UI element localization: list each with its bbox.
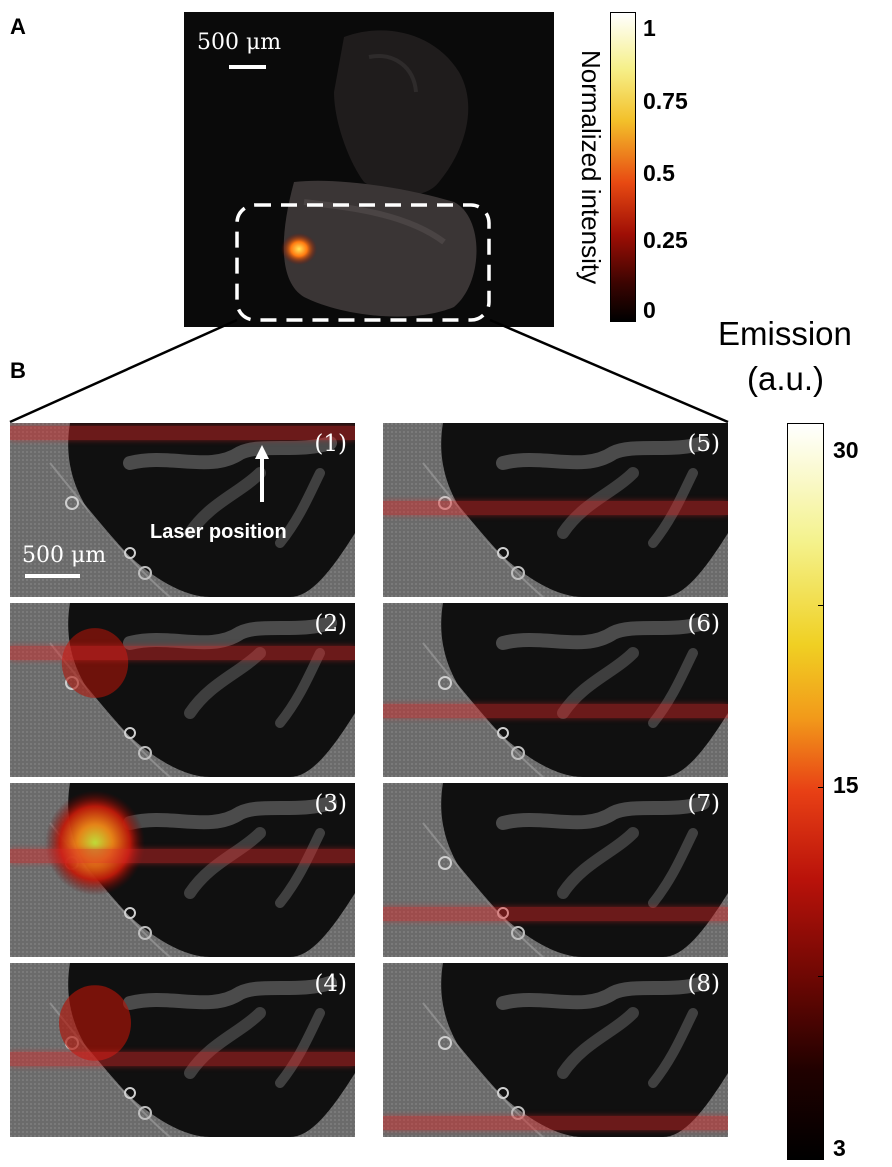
frame-8-image [383, 963, 728, 1137]
up-arrow-icon [255, 445, 269, 502]
frame-3-image [10, 783, 355, 957]
panel-b-tick-3: 3 [833, 1135, 846, 1161]
scale-bar-a [229, 65, 266, 69]
frame-4-image [10, 963, 355, 1137]
laser-line [383, 1116, 728, 1131]
emission-spot [59, 985, 131, 1061]
frame-7: (7) [383, 783, 728, 957]
laser-line [383, 703, 728, 718]
frame-label: (4) [314, 971, 347, 997]
panel-b-colorbar [787, 423, 824, 1160]
frame-7-image [383, 783, 728, 957]
frame-1-image [10, 423, 355, 597]
panel-b-colorbar-tickmarks [818, 423, 823, 1158]
tissue-lower [283, 180, 477, 317]
emission-spot [61, 628, 129, 698]
panel-a-letter: A [10, 14, 26, 39]
frame-2: (2) [10, 603, 355, 777]
scale-bar-b [25, 574, 80, 578]
laser-line [10, 426, 355, 441]
panel-a-tissue-svg [229, 30, 491, 322]
scale-bar-b-label: 500 μm [22, 543, 107, 568]
laser-line [383, 501, 728, 516]
panel-b-colorbar-title-1: Emission [718, 315, 852, 352]
laser-line [383, 906, 728, 921]
frame-3: (3) [10, 783, 355, 957]
panel-b-tick-30: 30 [833, 437, 859, 463]
panel-b-tick-15: 15 [833, 772, 859, 798]
panel-a-image: 500 μm [184, 12, 554, 327]
frame-label: (1) [314, 431, 347, 457]
frame-8: (8) [383, 963, 728, 1137]
hotspot-a [281, 233, 317, 265]
frame-label: (5) [687, 431, 720, 457]
panel-b-letter: B [10, 358, 26, 383]
frame-label: (7) [687, 791, 720, 817]
frame-1: (1) [10, 423, 355, 597]
scale-bar-a-label: 500 μm [197, 30, 282, 55]
panel-b-colorbar-title-2: (a.u.) [747, 360, 825, 397]
panel-a-tick-075: 0.75 [643, 88, 688, 114]
panel-a-colorbar-title: Normalized intensity [576, 49, 606, 285]
panel-a-colorbar [610, 12, 636, 322]
frame-label: (2) [314, 611, 347, 637]
frame-6-image [383, 603, 728, 777]
laser-line [10, 1051, 355, 1066]
frame-label: (3) [314, 791, 347, 817]
frame-4: (4) [10, 963, 355, 1137]
frame-label: (8) [687, 971, 720, 997]
dashed-roi [235, 203, 491, 322]
emission-spot [45, 790, 145, 896]
laser-line [10, 849, 355, 864]
frame-2-image [10, 603, 355, 777]
laser-position-label: Laser position [150, 521, 287, 543]
frame-6: (6) [383, 603, 728, 777]
tissue-upper [334, 30, 469, 196]
laser-arrow [255, 445, 269, 502]
laser-line [10, 646, 355, 661]
frame-5-image [383, 423, 728, 597]
frame-label: (6) [687, 611, 720, 637]
panel-a-tick-0: 0 [643, 297, 656, 323]
panel-a-tick-025: 0.25 [643, 227, 688, 253]
panel-a-tick-1: 1 [643, 15, 656, 41]
frame-5: (5) [383, 423, 728, 597]
panel-a-tick-05: 0.5 [643, 160, 675, 186]
